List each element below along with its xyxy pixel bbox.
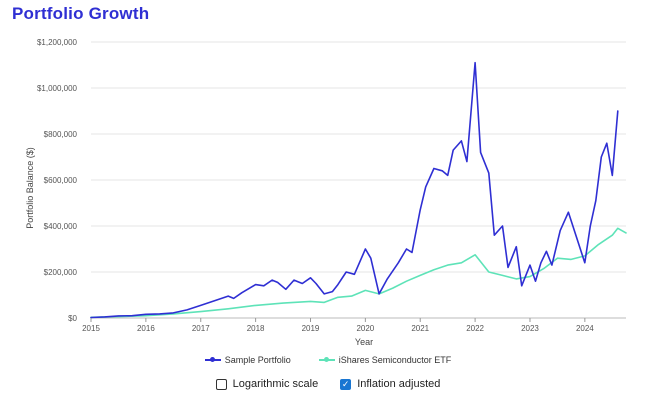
y-tick-label: $600,000 bbox=[44, 176, 78, 185]
x-tick-label: 2023 bbox=[521, 324, 539, 333]
chart-options: Logarithmic scale ✓ Inflation adjusted bbox=[0, 378, 656, 390]
y-tick-label: $400,000 bbox=[44, 222, 78, 231]
legend-item-ishares-etf[interactable]: iShares Semiconductor ETF bbox=[318, 355, 452, 365]
series-line-sample-portfolio bbox=[90, 61, 619, 319]
legend-line-icon-portfolio bbox=[204, 357, 221, 362]
x-axis-label: Year bbox=[355, 337, 373, 347]
page-title: Portfolio Growth bbox=[12, 4, 150, 23]
y-tick-label: $800,000 bbox=[44, 130, 78, 139]
series-line-ishares-etf bbox=[90, 227, 627, 319]
x-tick-label: 2017 bbox=[192, 324, 210, 333]
inflation-adjusted-label: Inflation adjusted bbox=[357, 378, 441, 390]
inflation-adjusted-checkbox[interactable]: ✓ bbox=[340, 378, 352, 390]
x-tick-label: 2020 bbox=[356, 324, 374, 333]
y-axis-label: Portfolio Balance ($) bbox=[25, 147, 35, 229]
legend-item-sample-portfolio[interactable]: Sample Portfolio bbox=[204, 355, 291, 365]
x-tick-label: 2016 bbox=[137, 324, 155, 333]
x-tick-label: 2015 bbox=[82, 324, 100, 333]
legend-label-portfolio: Sample Portfolio bbox=[224, 355, 291, 365]
x-tick-label: 2019 bbox=[302, 324, 320, 333]
portfolio-growth-chart: $0 $200,000 $400,000 $600,000 $800,000 $1,000… bbox=[25, 38, 627, 347]
y-tick-label: $1,000,000 bbox=[37, 84, 78, 93]
legend-label-etf: iShares Semiconductor ETF bbox=[338, 355, 452, 365]
axis-layer: $0 $200,000 $400,000 $600,000 $800,000 $1,000… bbox=[37, 38, 626, 333]
chart-legend: Sample Portfolio iShares Semiconductor E… bbox=[0, 355, 656, 365]
y-tick-label: $1,200,000 bbox=[37, 38, 78, 47]
log-scale-label: Logarithmic scale bbox=[232, 378, 319, 390]
x-tick-label: 2018 bbox=[247, 324, 265, 333]
series-layer bbox=[90, 61, 627, 319]
grid-layer bbox=[91, 41, 626, 319]
legend-line-icon-etf bbox=[318, 357, 335, 362]
log-scale-checkbox[interactable] bbox=[215, 378, 227, 390]
x-tick-label: 2022 bbox=[466, 324, 484, 333]
x-tick-label: 2024 bbox=[576, 324, 594, 333]
x-tick-label: 2021 bbox=[411, 324, 429, 333]
y-tick-label: $200,000 bbox=[44, 268, 78, 277]
inflation-adjusted-toggle[interactable]: ✓ Inflation adjusted bbox=[340, 378, 440, 390]
log-scale-toggle[interactable]: Logarithmic scale bbox=[215, 378, 319, 390]
y-tick-label: $0 bbox=[68, 314, 77, 323]
